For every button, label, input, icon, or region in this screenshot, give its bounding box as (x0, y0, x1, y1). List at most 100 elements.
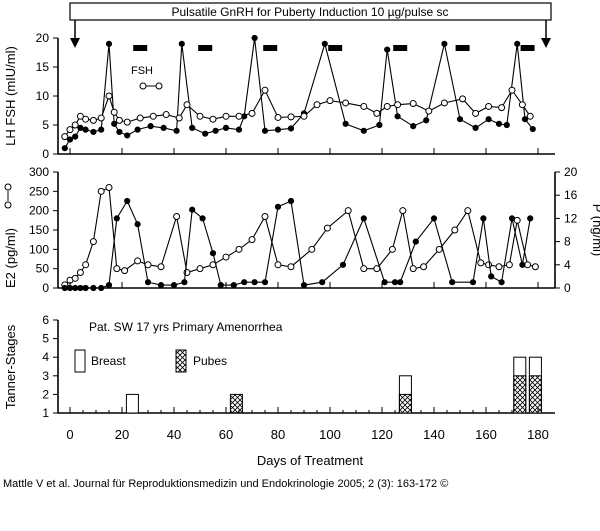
e2-point (157, 263, 165, 271)
fsh-point (300, 112, 308, 120)
x-tick-label-160: 160 (475, 427, 497, 442)
lh-point (287, 125, 295, 132)
e2-point (274, 261, 282, 269)
lh-point (212, 127, 219, 134)
p-y-tick-label-4: 4 (564, 258, 571, 272)
fsh-point (326, 97, 334, 105)
lh-fsh-y-tick-label-10: 10 (36, 89, 50, 103)
e2-point (97, 187, 105, 195)
p-point (360, 215, 367, 222)
p-point (189, 206, 196, 213)
e2-point (344, 207, 352, 215)
lh-point (105, 40, 113, 47)
p-point (181, 279, 188, 286)
fsh-point (61, 133, 69, 141)
lh-fsh-y-tick-label-20: 20 (36, 31, 50, 45)
p-point (61, 284, 68, 292)
fsh-point (425, 107, 433, 115)
lh-point (261, 127, 269, 134)
pubes-bar (528, 375, 542, 414)
e2-point (388, 245, 396, 253)
p-point (199, 215, 206, 222)
lh-point (485, 116, 492, 123)
e2-y-tick-label-200: 200 (29, 204, 49, 218)
e2-point (261, 212, 269, 220)
e2-point (134, 257, 142, 265)
lh-point (98, 126, 105, 133)
fsh-point (498, 104, 506, 112)
lh-point (456, 116, 464, 123)
fsh-point (274, 113, 282, 121)
e2-point (287, 263, 295, 271)
e2-y-tick-label-150: 150 (29, 223, 49, 237)
tanner-y-tick-label-4: 4 (42, 350, 49, 364)
e2-point (121, 267, 129, 275)
fsh-point (248, 109, 256, 117)
e2-y-tick-label-100: 100 (29, 242, 49, 256)
e2-point (196, 265, 204, 273)
fsh-point (383, 102, 391, 110)
e2-point (464, 207, 472, 215)
x-tick-label-180: 180 (527, 427, 549, 442)
e2-point (505, 261, 513, 269)
p-point (469, 279, 477, 286)
p-point (449, 279, 456, 286)
p-point (274, 203, 282, 210)
e2-axis-label: E2 (pg/ml) (3, 228, 18, 288)
lh-point (124, 132, 131, 139)
p-point (287, 197, 295, 205)
p-point (230, 282, 237, 289)
lh-point (222, 124, 230, 132)
e2-point (222, 253, 230, 261)
p-line (64, 199, 531, 289)
tanner-y-tick-label-2: 2 (42, 387, 49, 401)
e2-point (495, 263, 503, 271)
e2-point (409, 265, 417, 273)
fsh-point (287, 113, 295, 121)
lh-point (503, 121, 510, 129)
lh-point (521, 116, 529, 123)
lh-point (61, 145, 68, 152)
e2-y-tick-label-300: 300 (29, 165, 49, 179)
lh-fsh-axis-label: LH FSH (mIU/ml) (3, 46, 18, 146)
lh-point (441, 40, 448, 47)
x-tick-label-0: 0 (66, 427, 73, 442)
fsh-legend-label: FSH (131, 65, 153, 77)
fsh-point (71, 121, 79, 129)
e2-y-tick-label-250: 250 (29, 184, 49, 198)
p-point (381, 279, 388, 286)
p-point (480, 215, 487, 222)
breast-legend-label: Breast (91, 354, 126, 368)
x-tick-label-40: 40 (167, 427, 181, 442)
tanner-axis-label: Tanner-Stages (3, 324, 18, 409)
lh-point (134, 126, 141, 133)
e2-point (82, 261, 90, 269)
lh-point (423, 117, 430, 124)
p-point (391, 279, 399, 286)
fsh-point (360, 102, 368, 110)
p-point (113, 215, 120, 222)
p-y-tick-label-8: 8 (564, 235, 571, 249)
p-point (124, 197, 131, 205)
p-point (134, 221, 141, 228)
lh-point (495, 120, 503, 127)
e2-point (399, 207, 407, 215)
p-y-tick-label-16: 16 (564, 188, 578, 202)
e2-point (451, 226, 459, 234)
fsh-point (97, 114, 105, 122)
fsh-point (526, 112, 534, 120)
fsh-point (183, 101, 191, 109)
fsh-point (209, 115, 217, 123)
fsh-point (222, 112, 230, 120)
lh-point (274, 126, 282, 133)
x-tick-label-120: 120 (371, 427, 393, 442)
fsh-point (89, 116, 97, 124)
lh-point (173, 127, 180, 134)
lh-fsh-y-tick-label-0: 0 (42, 147, 49, 161)
p-point (430, 215, 438, 222)
lh-point (410, 123, 417, 130)
p-point (498, 279, 505, 286)
lh-point (360, 127, 367, 134)
